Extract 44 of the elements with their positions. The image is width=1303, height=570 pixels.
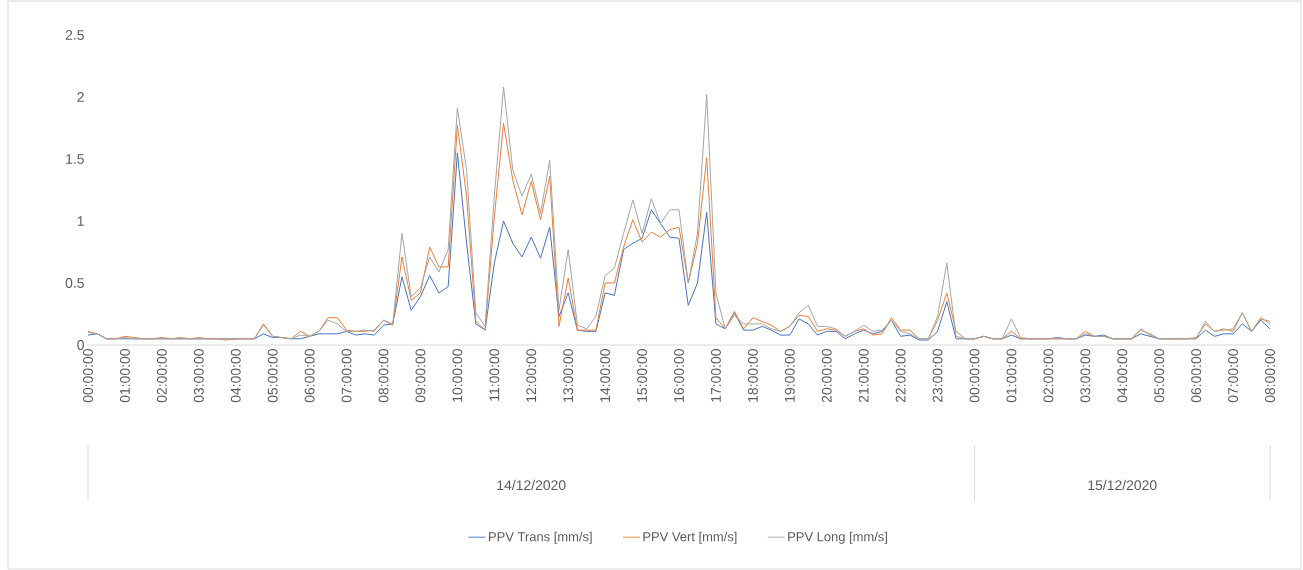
y-tick-label: 0 (77, 340, 84, 350)
x-tick-label: 05:00:00 (267, 349, 278, 403)
y-tick-label: 0.5 (65, 278, 84, 288)
x-tick-label: 23:00:00 (932, 349, 943, 403)
x-tick-label: 01:00:00 (1006, 349, 1017, 403)
legend-label: PPV Long [mm/s] (788, 531, 887, 544)
x-tick-label: 10:00:00 (452, 349, 463, 402)
x-tick-label: 07:00:00 (1228, 349, 1239, 403)
legend-label: PPV Trans [mm/s] (489, 531, 592, 544)
y-tick-label: 2 (77, 92, 84, 102)
x-tick-label: 16:00:00 (674, 349, 684, 402)
x-tick-label: 08:00:00 (1265, 349, 1275, 403)
x-tick-label: 19:00:00 (784, 349, 795, 402)
x-tick-label: 21:00:00 (858, 349, 869, 403)
x-tick-label: 07:00:00 (341, 349, 352, 403)
x-tick-label: 11:00:00 (489, 349, 500, 401)
x-tick-label: 04:00:00 (230, 349, 241, 403)
x-tick-label: 09:00:00 (415, 349, 426, 403)
y-tick-label: 2.5 (65, 30, 84, 40)
x-tick-label: 14:00:00 (600, 349, 611, 402)
x-tick-label: 03:00:00 (1080, 349, 1091, 403)
x-tick-label: 02:00:00 (156, 349, 167, 403)
text: 14/12/2020 (497, 479, 566, 491)
x-tick-label: 15:00:00 (637, 349, 648, 402)
x-tick-label: 02:00:00 (1043, 349, 1054, 403)
x-tick-label: 01:00:00 (119, 349, 130, 403)
x-tick-label: 12:00:00 (526, 349, 537, 402)
x-tick-label: 22:00:00 (895, 349, 906, 403)
x-tick-label: 00:00:00 (969, 349, 980, 403)
x-tick-label: 05:00:00 (1154, 349, 1165, 403)
x-tick-label: 08:00:00 (378, 349, 389, 403)
legend-label: PPV Vert [mm/s] (643, 531, 737, 544)
x-tick-label: 00:00:00 (83, 349, 93, 403)
x-tick-label: 06:00:00 (304, 349, 315, 403)
x-tick-label: 20:00:00 (821, 349, 832, 403)
x-tick-label: 04:00:00 (1117, 349, 1128, 403)
x-tick-label: 18:00:00 (747, 349, 758, 402)
x-tick-label: 13:00:00 (563, 349, 574, 402)
x-tick-label: 03:00:00 (193, 349, 204, 403)
text: 15/12/2020 (1088, 479, 1157, 491)
x-tick-label: 06:00:00 (1191, 349, 1202, 403)
x-tick-label: 17:00:00 (710, 349, 721, 402)
y-tick-label: 1.5 (66, 154, 84, 164)
y-tick-label: 1 (77, 216, 84, 226)
